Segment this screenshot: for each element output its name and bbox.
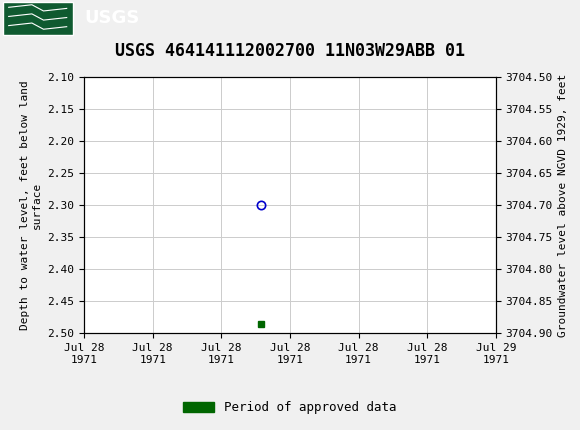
- Y-axis label: Depth to water level, feet below land
surface: Depth to water level, feet below land su…: [20, 80, 42, 330]
- Bar: [3, 2, 72, 35]
- Y-axis label: Groundwater level above NGVD 1929, feet: Groundwater level above NGVD 1929, feet: [559, 74, 568, 337]
- Legend: Period of approved data: Period of approved data: [178, 396, 402, 419]
- Text: USGS: USGS: [84, 9, 139, 27]
- Text: USGS 464141112002700 11N03W29ABB 01: USGS 464141112002700 11N03W29ABB 01: [115, 42, 465, 60]
